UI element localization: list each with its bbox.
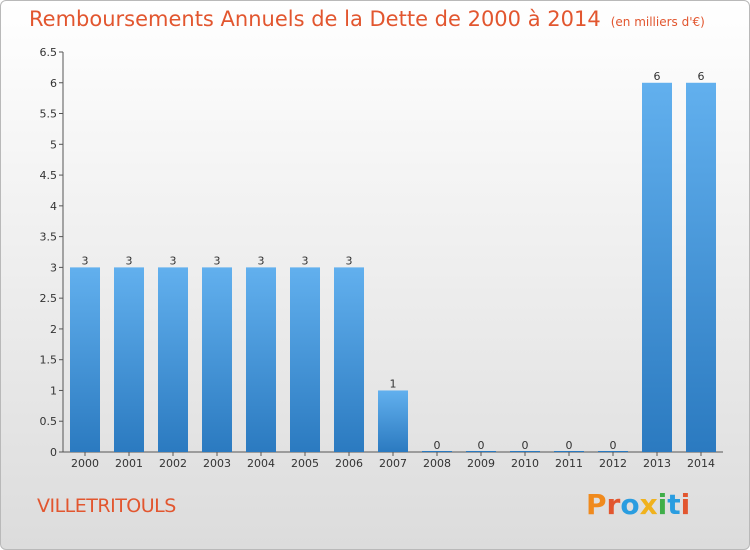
bar xyxy=(114,267,144,452)
bar-value-label: 0 xyxy=(478,439,485,452)
y-tick-label: 1 xyxy=(50,384,57,397)
bar-value-label: 6 xyxy=(654,70,661,83)
bar-value-label: 3 xyxy=(170,254,177,267)
bar-value-label: 3 xyxy=(82,254,89,267)
bar xyxy=(554,451,584,452)
logo-letter: i xyxy=(680,488,691,521)
town-name: VILLETRITOULS xyxy=(37,495,176,517)
x-tick-label: 2004 xyxy=(247,457,275,470)
logo-letter: i xyxy=(657,488,668,521)
y-tick-label: 5.5 xyxy=(40,108,58,121)
x-tick-label: 2010 xyxy=(511,457,539,470)
bar-value-label: 0 xyxy=(610,439,617,452)
bar-value-label: 3 xyxy=(126,254,133,267)
x-tick-label: 2002 xyxy=(159,457,187,470)
bar xyxy=(202,267,232,452)
x-tick-label: 2011 xyxy=(555,457,583,470)
bar xyxy=(70,267,100,452)
y-tick-label: 0.5 xyxy=(40,415,58,428)
bar xyxy=(158,267,188,452)
y-tick-label: 0 xyxy=(50,446,57,459)
x-tick-label: 2008 xyxy=(423,457,451,470)
bar-value-label: 3 xyxy=(346,254,353,267)
bar-value-label: 3 xyxy=(258,254,265,267)
bar xyxy=(598,451,628,452)
x-tick-label: 2000 xyxy=(71,457,99,470)
bar xyxy=(642,82,672,453)
y-tick-label: 1.5 xyxy=(40,354,58,367)
bar-value-label: 3 xyxy=(214,254,221,267)
x-tick-label: 2014 xyxy=(687,457,715,470)
x-tick-label: 2007 xyxy=(379,457,407,470)
bar xyxy=(686,82,716,453)
y-tick-label: 2.5 xyxy=(40,292,58,305)
x-tick-label: 2013 xyxy=(643,457,671,470)
y-tick-label: 6 xyxy=(50,77,57,90)
bar xyxy=(290,267,320,452)
bar-value-label: 6 xyxy=(698,70,705,83)
chart-title: Remboursements Annuels de la Dette de 20… xyxy=(29,7,705,31)
x-tick-label: 2009 xyxy=(467,457,495,470)
bar xyxy=(246,267,276,452)
x-tick-label: 2006 xyxy=(335,457,363,470)
x-tick-label: 2012 xyxy=(599,457,627,470)
bar xyxy=(422,451,452,452)
proxiti-logo: Proxiti xyxy=(586,488,690,521)
y-tick-label: 4 xyxy=(50,200,57,213)
logo-letter: o xyxy=(620,488,640,521)
bar-value-label: 0 xyxy=(566,439,573,452)
x-tick-label: 2001 xyxy=(115,457,143,470)
x-tick-label: 2003 xyxy=(203,457,231,470)
chart-units: (en milliers d'€) xyxy=(610,15,705,29)
y-tick-label: 3.5 xyxy=(40,231,58,244)
x-tick-label: 2005 xyxy=(291,457,319,470)
bar-value-label: 0 xyxy=(434,439,441,452)
logo-letter: r xyxy=(606,488,621,521)
y-tick-label: 6.5 xyxy=(40,46,58,59)
y-tick-label: 5 xyxy=(50,138,57,151)
logo-letter: x xyxy=(639,488,658,521)
bar-value-label: 3 xyxy=(302,254,309,267)
y-tick-label: 4.5 xyxy=(40,169,58,182)
bar-value-label: 0 xyxy=(522,439,529,452)
logo-letter: t xyxy=(667,488,681,521)
y-tick-label: 3 xyxy=(50,261,57,274)
bar xyxy=(334,267,364,452)
y-tick-label: 2 xyxy=(50,323,57,336)
bar xyxy=(510,451,540,452)
bar xyxy=(378,390,408,452)
bar-value-label: 1 xyxy=(390,377,397,390)
bar xyxy=(466,451,496,452)
logo-letter: P xyxy=(586,488,607,521)
